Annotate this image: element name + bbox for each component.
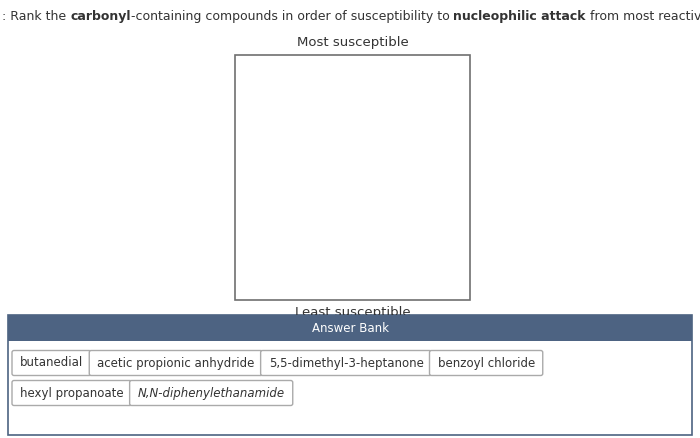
Text: : Rank the: : Rank the bbox=[2, 10, 70, 23]
Text: -containing compounds in order of susceptibility to: -containing compounds in order of suscep… bbox=[131, 10, 454, 23]
Bar bbox=[235, 55, 470, 300]
Text: Answer Bank: Answer Bank bbox=[312, 321, 388, 335]
Text: butanedial: butanedial bbox=[20, 357, 83, 370]
Text: nucleophilic attack: nucleophilic attack bbox=[454, 10, 586, 23]
Text: carbonyl: carbonyl bbox=[70, 10, 131, 23]
Text: 5,5-dimethyl-3-heptanone: 5,5-dimethyl-3-heptanone bbox=[269, 357, 424, 370]
Text: N,N-diphenylethanamide: N,N-diphenylethanamide bbox=[138, 386, 285, 399]
Text: hexyl propanoate: hexyl propanoate bbox=[20, 386, 124, 399]
FancyBboxPatch shape bbox=[130, 381, 293, 406]
Text: benzoyl chloride: benzoyl chloride bbox=[438, 357, 535, 370]
Text: from most reactive to least reactive.: from most reactive to least reactive. bbox=[586, 10, 700, 23]
FancyBboxPatch shape bbox=[90, 350, 262, 375]
Bar bbox=[8, 315, 692, 341]
FancyBboxPatch shape bbox=[12, 350, 91, 375]
Bar bbox=[8, 315, 692, 435]
FancyBboxPatch shape bbox=[12, 381, 132, 406]
Text: acetic propionic anhydride: acetic propionic anhydride bbox=[97, 357, 255, 370]
Text: Least susceptible: Least susceptible bbox=[295, 306, 410, 319]
FancyBboxPatch shape bbox=[260, 350, 431, 375]
FancyBboxPatch shape bbox=[430, 350, 542, 375]
Text: Most susceptible: Most susceptible bbox=[297, 36, 408, 49]
